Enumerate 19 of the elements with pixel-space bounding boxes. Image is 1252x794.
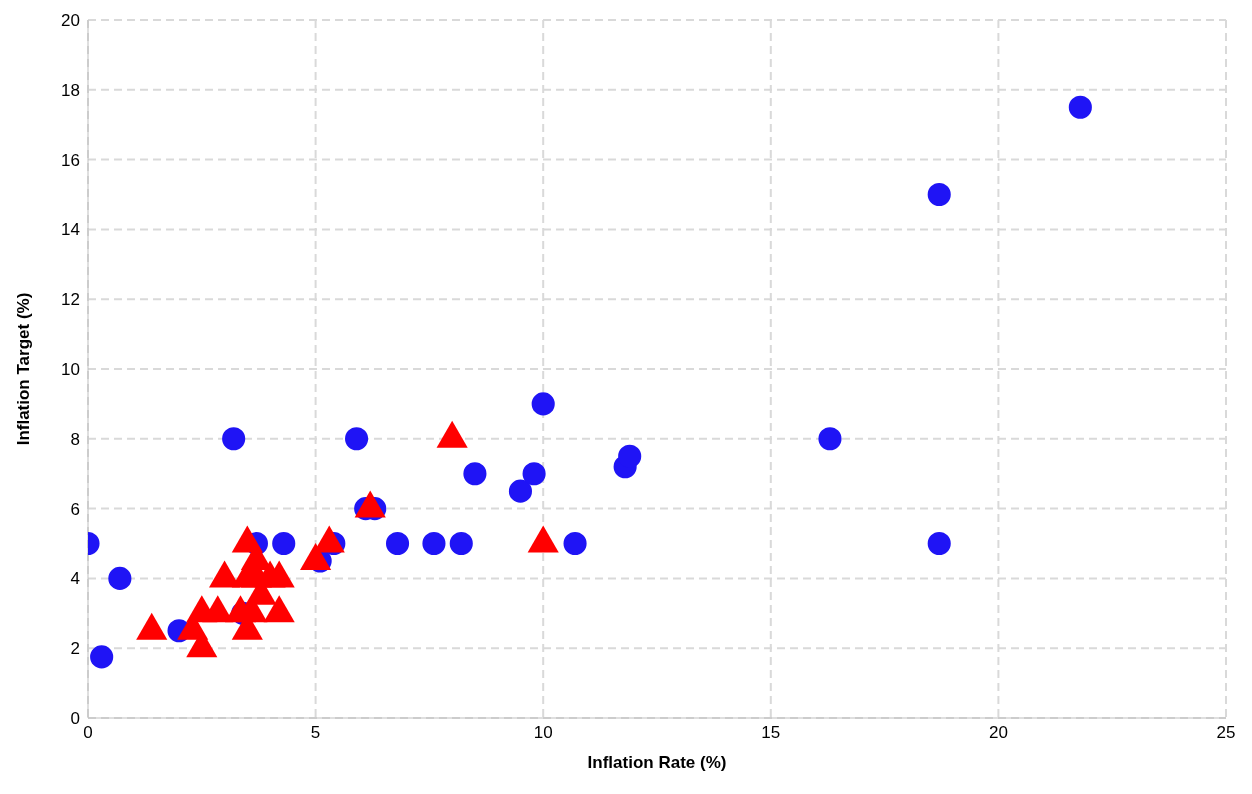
- x-tick-label: 5: [310, 723, 321, 743]
- y-tick-label: 6: [70, 499, 80, 519]
- y-tick-label: 12: [61, 290, 80, 310]
- y-axis-title: Inflation Target (%): [14, 292, 34, 446]
- y-tick-label: 16: [61, 150, 80, 170]
- x-axis-title: Inflation Rate (%): [587, 753, 727, 772]
- x-tick-label: 20: [988, 723, 1008, 743]
- x-tick-label: 0: [83, 723, 93, 743]
- y-tick-label: 0: [70, 709, 80, 729]
- y-tick-label: 20: [61, 11, 80, 31]
- x-tick-label: 10: [533, 723, 553, 743]
- x-tick-label: 15: [761, 723, 781, 743]
- y-tick-label: 14: [61, 220, 80, 240]
- y-tick-label: 18: [61, 80, 80, 100]
- y-tick-label: 10: [61, 360, 80, 380]
- x-tick-label: 25: [1216, 723, 1236, 743]
- y-tick-label: 8: [70, 429, 80, 449]
- y-tick-label: 4: [70, 569, 80, 589]
- y-tick-label: 2: [70, 639, 80, 659]
